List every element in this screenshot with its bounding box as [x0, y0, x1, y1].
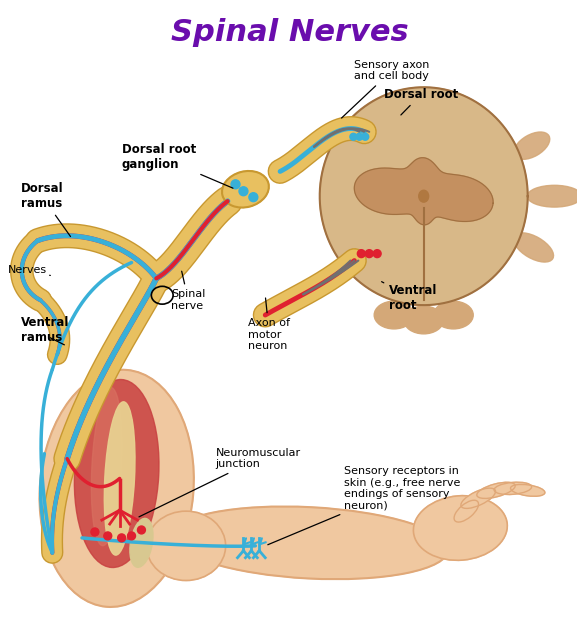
Text: Spinal
nerve: Spinal nerve — [171, 271, 205, 311]
Circle shape — [137, 526, 146, 534]
Ellipse shape — [92, 387, 122, 546]
Circle shape — [249, 193, 258, 202]
Circle shape — [350, 134, 357, 140]
Text: Nerves: Nerves — [8, 265, 50, 275]
Ellipse shape — [454, 500, 478, 522]
Ellipse shape — [514, 132, 550, 159]
Circle shape — [365, 250, 373, 258]
Ellipse shape — [513, 233, 553, 262]
Circle shape — [362, 134, 369, 140]
Ellipse shape — [374, 301, 414, 329]
Ellipse shape — [494, 482, 532, 495]
Ellipse shape — [404, 306, 444, 334]
Circle shape — [239, 187, 248, 196]
Text: Dorsal root
ganglion: Dorsal root ganglion — [122, 142, 233, 188]
Ellipse shape — [146, 511, 226, 580]
Polygon shape — [354, 158, 493, 225]
Ellipse shape — [414, 496, 508, 560]
Circle shape — [356, 134, 363, 140]
Ellipse shape — [130, 518, 153, 567]
Circle shape — [231, 180, 240, 189]
Text: Spinal Nerves: Spinal Nerves — [171, 19, 409, 47]
Ellipse shape — [510, 484, 545, 497]
Text: Dorsal root: Dorsal root — [384, 88, 458, 115]
Text: Sensory axon
and cell body: Sensory axon and cell body — [342, 59, 430, 118]
Polygon shape — [320, 88, 528, 305]
Circle shape — [128, 532, 136, 540]
Circle shape — [357, 250, 365, 258]
Ellipse shape — [527, 185, 580, 207]
Circle shape — [104, 532, 112, 540]
Ellipse shape — [104, 402, 135, 555]
Ellipse shape — [222, 171, 269, 208]
Ellipse shape — [74, 380, 159, 567]
Text: Axon of
motor
neuron: Axon of motor neuron — [248, 298, 291, 351]
Ellipse shape — [39, 370, 194, 607]
Text: Ventral
ramus: Ventral ramus — [21, 316, 69, 344]
Text: Neuromuscular
junction: Neuromuscular junction — [139, 448, 301, 517]
Text: Sensory receptors in
skin (e.g., free nerve
endings of sensory
neuron): Sensory receptors in skin (e.g., free ne… — [268, 466, 461, 544]
Ellipse shape — [171, 507, 448, 579]
Text: Dorsal
ramus: Dorsal ramus — [21, 182, 71, 236]
Ellipse shape — [419, 190, 429, 202]
Ellipse shape — [434, 301, 473, 329]
Circle shape — [118, 534, 126, 542]
Ellipse shape — [477, 482, 515, 498]
Ellipse shape — [461, 488, 495, 509]
Text: Ventral
root: Ventral root — [382, 282, 437, 312]
Circle shape — [91, 528, 99, 536]
Circle shape — [373, 250, 381, 258]
